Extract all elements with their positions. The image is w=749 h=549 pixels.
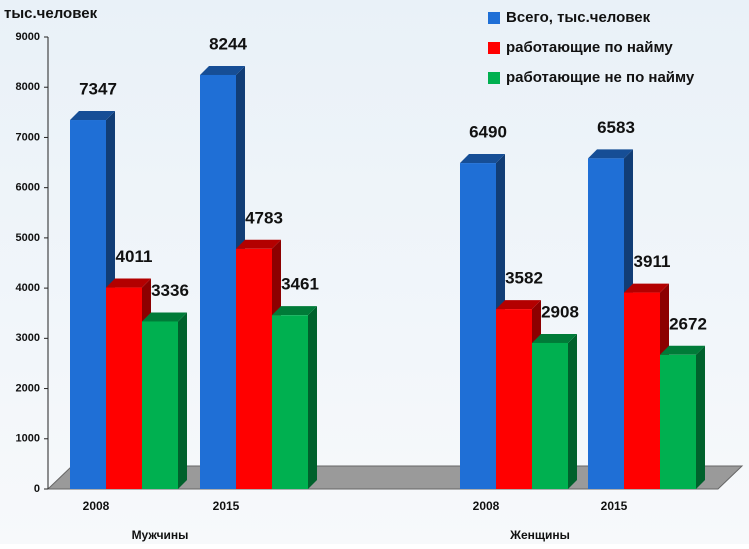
- bar-side: [308, 306, 317, 489]
- y-tick-label: 8000: [16, 81, 40, 93]
- bar: [532, 342, 568, 489]
- x-tick-label: 2008: [473, 499, 500, 513]
- bar: [142, 321, 178, 489]
- bar: [624, 292, 660, 489]
- y-tick-label: 1000: [16, 433, 40, 445]
- bar: [272, 315, 308, 489]
- legend-label: работающие не по найму: [506, 69, 695, 86]
- bar-side: [178, 312, 187, 489]
- y-axis-label: тыс.человек: [4, 5, 98, 22]
- legend-label: работающие по найму: [506, 39, 673, 56]
- data-label: 2908: [541, 302, 579, 321]
- y-tick-label: 7000: [16, 131, 40, 143]
- bar: [106, 287, 142, 489]
- data-label: 6583: [597, 118, 635, 137]
- y-tick-label: 5000: [16, 232, 40, 244]
- data-label: 3582: [505, 269, 543, 288]
- data-label: 7347: [79, 80, 117, 99]
- data-label: 4011: [116, 247, 153, 266]
- bar: [200, 74, 236, 489]
- data-label: 3336: [151, 281, 189, 300]
- legend-label: Всего, тыс.человек: [506, 9, 651, 26]
- group-label: Женщины: [509, 528, 570, 542]
- bar: [588, 158, 624, 489]
- legend-swatch: [488, 12, 500, 24]
- y-tick-label: 6000: [16, 182, 40, 194]
- data-label: 3461: [281, 275, 319, 294]
- bar-top: [70, 111, 115, 121]
- y-tick-label: 2000: [16, 382, 40, 394]
- bar-top: [272, 306, 317, 316]
- legend-swatch: [488, 42, 500, 54]
- bar-top: [460, 154, 505, 164]
- bar-top: [496, 300, 541, 310]
- bar: [70, 120, 106, 489]
- legend-swatch: [488, 72, 500, 84]
- bar: [496, 309, 532, 489]
- bar-side: [568, 333, 577, 489]
- bar-top: [532, 333, 577, 343]
- bar-side: [696, 345, 705, 489]
- group-label: Мужчины: [132, 528, 189, 542]
- y-tick-label: 9000: [16, 31, 40, 43]
- bar: [460, 163, 496, 489]
- data-label: 6490: [469, 123, 507, 142]
- bar-top: [106, 278, 151, 288]
- x-tick-label: 2008: [83, 499, 110, 513]
- bar-top: [236, 239, 281, 249]
- bar-top: [142, 312, 187, 322]
- y-tick-label: 4000: [16, 282, 40, 294]
- bar: [236, 248, 272, 489]
- y-tick-label: 3000: [16, 332, 40, 344]
- data-label: 3911: [634, 252, 671, 271]
- bar: [660, 354, 696, 489]
- data-label: 8244: [209, 34, 247, 53]
- bar-top: [200, 65, 245, 75]
- bar-top: [588, 149, 633, 159]
- bar-top: [624, 283, 669, 293]
- data-label: 2672: [669, 314, 707, 333]
- x-tick-label: 2015: [601, 499, 628, 513]
- data-label: 4783: [245, 208, 283, 227]
- x-tick-label: 2015: [213, 499, 240, 513]
- y-tick-label: 0: [34, 483, 40, 495]
- bar-top: [660, 345, 705, 355]
